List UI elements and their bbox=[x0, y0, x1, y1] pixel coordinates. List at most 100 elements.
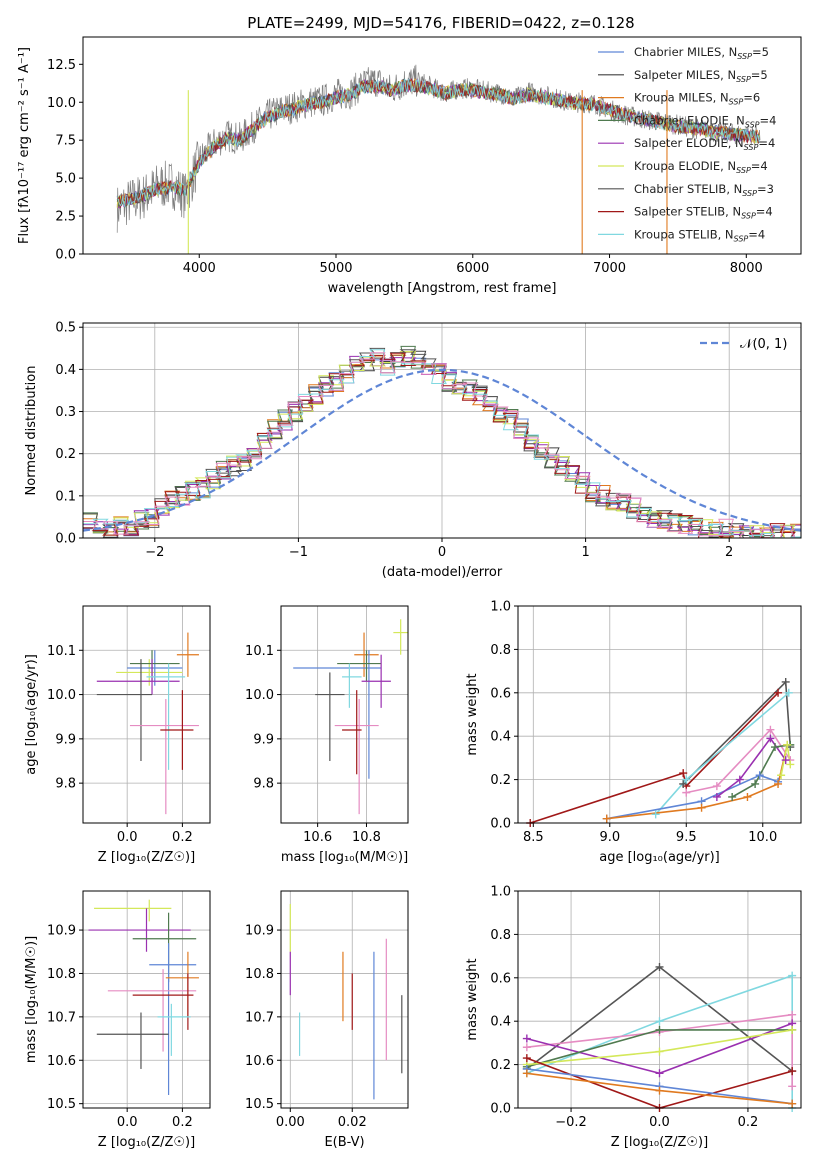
legend-entry: Kroupa ELODIE, NSSP=4 bbox=[634, 159, 768, 175]
y-tick-label: 0.4 bbox=[490, 1015, 511, 1030]
y-tick-label: 10.9 bbox=[245, 924, 274, 939]
weight-point bbox=[788, 971, 797, 980]
axes-frame bbox=[517, 890, 802, 1109]
weight-point bbox=[655, 1017, 664, 1026]
weight-point bbox=[655, 962, 664, 971]
x-tick-label: 10.8 bbox=[352, 830, 381, 845]
y-tick-label: 10.5 bbox=[47, 1097, 76, 1112]
panel-Z_vs_age: 0.0 0.2 9.8 9.9 10.0 10.1 Z [log₁₀(Z/Z☉)] age [… bbox=[24, 605, 211, 865]
panel-residual_hist: −2 −1 0 1 2 0.0 0.1 0.2 0.3 0.4 0.5 (data-model)/er… bbox=[24, 321, 802, 580]
x-tick-label: −2 bbox=[145, 545, 164, 560]
y-tick-label: 10.0 bbox=[47, 96, 76, 111]
axes-frame bbox=[280, 890, 409, 1109]
panel-spectrum: 4000 5000 6000 7000 8000 0.0 2.5 5.0 7.5 10.0 12.5… bbox=[17, 36, 802, 296]
x-axis-label: age [log₁₀(age/yr)] bbox=[599, 850, 720, 865]
axes-frame bbox=[82, 605, 211, 824]
x-tick-label: 0.0 bbox=[117, 830, 138, 845]
y-tick-label: 10.1 bbox=[245, 644, 274, 659]
y-tick-label: 1.0 bbox=[490, 885, 511, 900]
y-tick-label: 10.5 bbox=[245, 1097, 274, 1112]
y-tick-label: 0.8 bbox=[490, 928, 511, 943]
y-tick-label: 0.2 bbox=[55, 447, 76, 462]
weight-point bbox=[655, 1086, 664, 1095]
legend-entry: Salpeter MILES, NSSP=5 bbox=[634, 68, 768, 84]
weight-point bbox=[783, 740, 792, 749]
x-tick-label: 9.5 bbox=[676, 830, 697, 845]
weight-point bbox=[766, 734, 775, 743]
plot-area bbox=[116, 64, 761, 254]
weight-point bbox=[777, 771, 786, 780]
model-spectrum bbox=[117, 78, 760, 208]
x-tick-label: 10.6 bbox=[303, 830, 332, 845]
y-axis-label: mass weight bbox=[465, 673, 480, 755]
y-tick-label: 9.9 bbox=[253, 732, 274, 747]
weight-point bbox=[774, 688, 783, 697]
normal-curve bbox=[83, 368, 801, 532]
plot-area bbox=[96, 632, 199, 815]
weight-series bbox=[606, 744, 788, 820]
x-tick-label: 7000 bbox=[593, 261, 626, 276]
weight-point bbox=[781, 677, 790, 686]
y-tick-label: 10.9 bbox=[47, 924, 76, 939]
y-tick-label: 10.8 bbox=[47, 967, 76, 982]
weight-series bbox=[526, 1013, 793, 1087]
weight-point bbox=[755, 771, 764, 780]
y-tick-label: 10.7 bbox=[245, 1010, 274, 1025]
x-tick-label: −0.2 bbox=[555, 1115, 587, 1130]
y-tick-label: 0.4 bbox=[490, 730, 511, 745]
y-tick-label: 10.1 bbox=[47, 644, 76, 659]
y-tick-label: 2.5 bbox=[55, 210, 76, 225]
histogram-series bbox=[83, 352, 801, 538]
y-tick-label: 12.5 bbox=[47, 58, 76, 73]
weight-point bbox=[679, 769, 688, 778]
legend-entry: Salpeter ELODIE, NSSP=4 bbox=[634, 136, 775, 152]
weight-series bbox=[716, 737, 787, 798]
weight-point bbox=[788, 1082, 797, 1091]
y-axis-label: mass [log₁₀(M/M☉)] bbox=[24, 936, 39, 1063]
x-tick-label: −1 bbox=[289, 545, 308, 560]
panel-age_vs_weight: 8.5 9.0 9.5 10.0 0.0 0.2 0.4 0.6 0.8 1.0 age [log₁… bbox=[465, 600, 802, 865]
y-tick-label: 7.5 bbox=[55, 134, 76, 149]
panel-mass_vs_age: 10.6 10.8 9.8 9.9 10.0 10.1 mass [log₁₀(M/M☉)] bbox=[245, 605, 409, 865]
x-tick-label: 8000 bbox=[730, 261, 763, 276]
weight-point bbox=[743, 792, 752, 801]
x-tick-label: 1 bbox=[581, 545, 589, 560]
figure-title: PLATE=2499, MJD=54176, FIBERID=0422, z=0… bbox=[247, 14, 634, 32]
y-tick-label: 0.1 bbox=[55, 489, 76, 504]
weight-point bbox=[655, 1047, 664, 1056]
x-tick-label: 6000 bbox=[456, 261, 489, 276]
y-tick-label: 10.0 bbox=[47, 688, 76, 703]
plot-area bbox=[293, 619, 408, 815]
x-tick-label: 5000 bbox=[319, 261, 352, 276]
y-tick-label: 0.0 bbox=[490, 817, 511, 832]
x-axis-label: Z [log₁₀(Z/Z☉)] bbox=[98, 1135, 195, 1150]
y-tick-label: 9.8 bbox=[55, 777, 76, 792]
plot-area bbox=[88, 899, 199, 1095]
x-axis-label: Z [log₁₀(Z/Z☉)] bbox=[611, 1135, 708, 1150]
weight-point bbox=[682, 788, 691, 797]
weight-series bbox=[529, 692, 779, 823]
y-axis-label: mass weight bbox=[465, 958, 480, 1040]
y-tick-label: 10.6 bbox=[47, 1054, 76, 1069]
legend-entry: Chabrier STELIB, NSSP=3 bbox=[634, 182, 774, 198]
x-tick-label: 0.0 bbox=[117, 1115, 138, 1130]
weight-point bbox=[766, 725, 775, 734]
x-tick-label: 4000 bbox=[183, 261, 216, 276]
axes-frame bbox=[517, 605, 802, 824]
y-tick-label: 10.0 bbox=[245, 688, 274, 703]
plot-area bbox=[529, 680, 792, 823]
x-tick-label: 0.0 bbox=[649, 1115, 670, 1130]
histogram-series bbox=[83, 352, 801, 538]
x-tick-label: 0.2 bbox=[172, 1115, 193, 1130]
y-tick-label: 0.0 bbox=[55, 532, 76, 547]
y-tick-label: 0.6 bbox=[490, 686, 511, 701]
axes-frame bbox=[82, 322, 802, 539]
x-axis-label: (data-model)/error bbox=[382, 565, 503, 580]
x-axis-label: wavelength [Angstrom, rest frame] bbox=[328, 281, 557, 296]
weight-point bbox=[788, 1025, 797, 1034]
weight-series bbox=[686, 728, 791, 794]
weight-point bbox=[788, 1067, 797, 1076]
x-axis-label: E(B-V) bbox=[324, 1135, 364, 1150]
weight-point bbox=[788, 1010, 797, 1019]
